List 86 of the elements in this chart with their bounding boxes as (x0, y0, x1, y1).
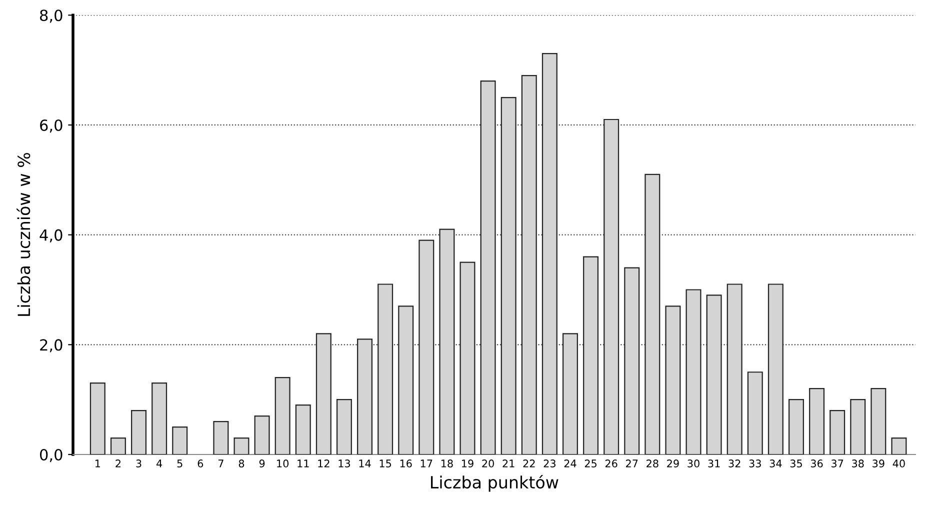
x-tick-label: 32 (728, 460, 740, 468)
x-tick-label: 7 (218, 460, 224, 468)
bar (706, 294, 722, 454)
bar (726, 284, 742, 454)
x-tick-label: 35 (790, 460, 802, 468)
x-tick-label: 12 (318, 460, 330, 468)
bar (254, 416, 270, 454)
x-tick-label: 28 (646, 460, 658, 468)
x-tick-label: 2 (116, 460, 120, 468)
x-tick-label: 33 (749, 460, 761, 468)
bar (418, 240, 434, 454)
bar (378, 284, 394, 454)
x-tick-label: 8 (238, 460, 244, 468)
x-tick-label: 11 (298, 460, 309, 468)
x-tick-label: 22 (523, 460, 535, 468)
bar (891, 437, 907, 454)
bar (90, 382, 106, 454)
x-tick-label: 19 (462, 460, 474, 468)
bar (398, 306, 414, 454)
y-tick-label: 8,0 (40, 10, 62, 23)
x-tick-label: 39 (872, 460, 884, 468)
bar (850, 399, 866, 454)
bar (686, 289, 702, 454)
x-tick-label: 25 (584, 460, 596, 468)
bar (830, 410, 846, 454)
x-tick-label: 21 (502, 460, 514, 468)
x-tick-label: 16 (400, 460, 412, 468)
bar (788, 399, 804, 454)
bar (665, 306, 681, 454)
x-tick-label: 23 (544, 460, 556, 468)
bar (460, 262, 476, 454)
y-tick-label: 6,0 (40, 119, 62, 133)
x-tick-label: 6 (198, 460, 204, 468)
x-tick-label: 18 (441, 460, 453, 468)
x-tick-label: 13 (338, 460, 350, 468)
bar (110, 437, 126, 454)
x-tick-label: 5 (177, 460, 182, 468)
bar (295, 404, 311, 454)
bar (336, 399, 352, 454)
bar (583, 256, 599, 454)
x-tick-label: 26 (605, 460, 618, 468)
y-tick-label: 4,0 (40, 229, 62, 242)
bar (500, 96, 516, 454)
bar (274, 377, 290, 454)
bar (131, 410, 147, 454)
x-tick-label: 20 (482, 460, 494, 468)
x-tick-label: 1 (95, 460, 100, 468)
bar (480, 80, 496, 454)
bar (870, 388, 886, 454)
x-tick-label: 10 (277, 460, 289, 468)
bar (624, 267, 640, 454)
x-tick-label: 40 (892, 460, 905, 468)
x-tick-label: 27 (626, 460, 638, 468)
x-tick-label: 31 (708, 460, 720, 468)
bar (747, 372, 763, 454)
y-tick-label: 0,0 (40, 448, 62, 462)
bar (604, 118, 620, 454)
bar (644, 174, 660, 454)
x-tick-label: 37 (832, 460, 844, 468)
x-axis-title: Liczba punktów (431, 475, 558, 492)
bar (213, 420, 229, 454)
x-tick-label: 38 (852, 460, 864, 468)
x-tick-label: 15 (380, 460, 392, 468)
x-tick-label: 29 (667, 460, 679, 468)
bar (357, 338, 373, 454)
bar (316, 333, 332, 454)
bar (542, 53, 558, 454)
y-axis-title: Liczba uczniów w % (16, 153, 30, 316)
x-tick-label: 9 (259, 460, 265, 468)
x-tick-label: 30 (688, 460, 700, 468)
bar (172, 426, 188, 454)
x-tick-label: 36 (810, 460, 823, 468)
bar (768, 284, 784, 454)
bar (152, 382, 168, 454)
bar (521, 75, 537, 454)
x-tick-label: 24 (564, 460, 576, 468)
bar (809, 388, 825, 454)
x-tick-label: 34 (770, 460, 782, 468)
x-tick-label: 14 (359, 460, 371, 468)
bar (439, 228, 455, 454)
bar (562, 333, 578, 454)
bar (234, 437, 250, 454)
x-tick-label: 17 (420, 460, 432, 468)
x-tick-label: 3 (136, 460, 142, 468)
y-tick-label: 2,0 (40, 339, 62, 352)
x-tick-label: 4 (156, 460, 162, 468)
